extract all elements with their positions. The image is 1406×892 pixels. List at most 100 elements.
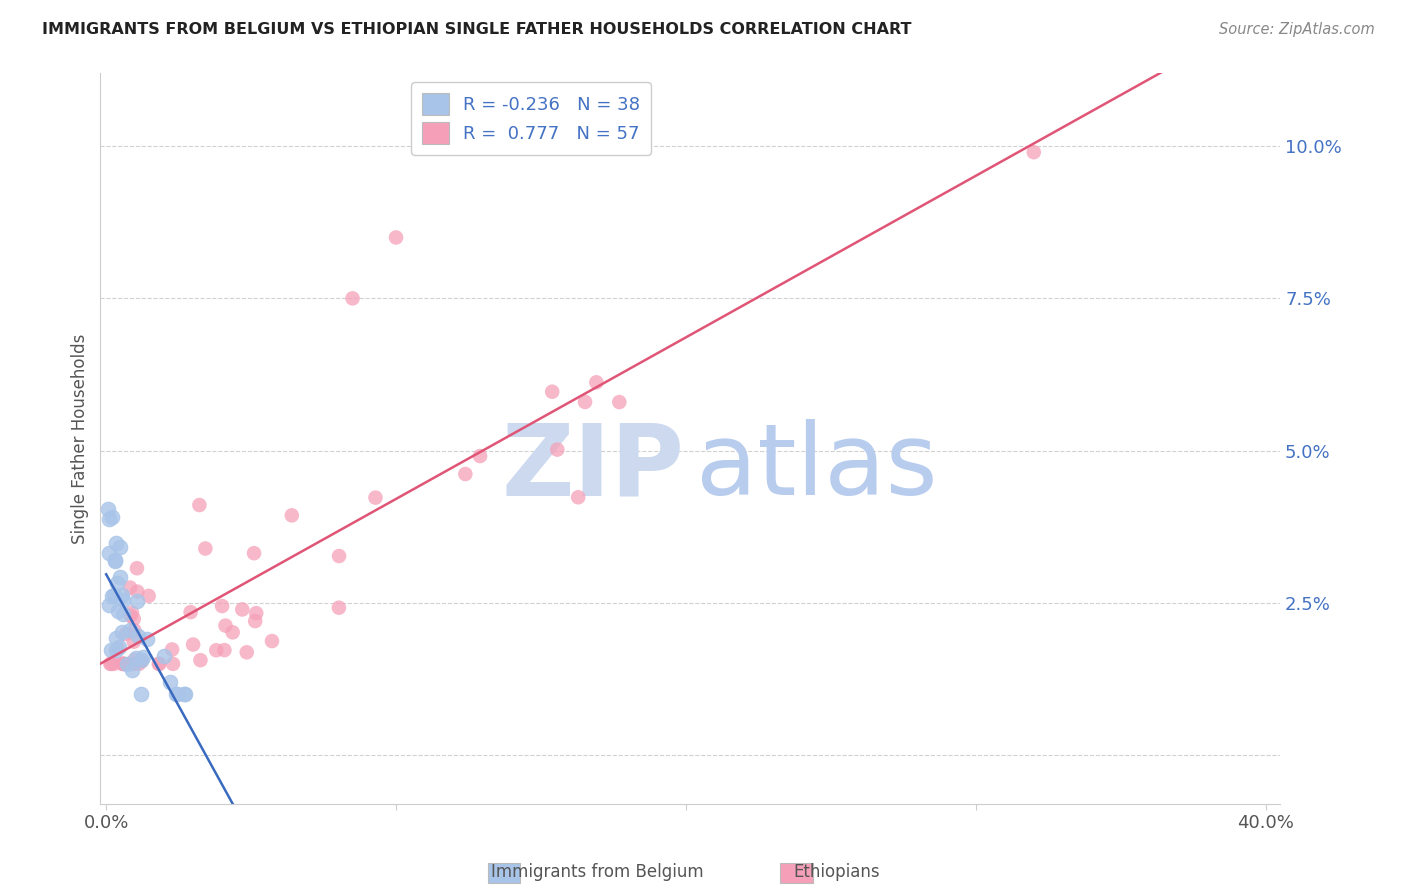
Point [124, 624, 146, 638]
Point [245, 606, 267, 620]
Point [107, 641, 129, 656]
Y-axis label: Single Father Households: Single Father Households [72, 334, 89, 543]
Point [97, 598, 120, 612]
Point [214, 618, 236, 632]
Point [236, 645, 259, 659]
Point [205, 643, 228, 657]
Point [100, 643, 122, 657]
Point [454, 467, 477, 481]
Point [121, 663, 143, 677]
Point [107, 604, 129, 618]
Point [112, 657, 135, 671]
Point [138, 589, 160, 603]
Point [231, 602, 253, 616]
Point [103, 553, 125, 567]
Point [159, 675, 181, 690]
Point [128, 657, 150, 671]
Text: ZIP: ZIP [502, 419, 685, 516]
Point [214, 643, 236, 657]
Point [112, 657, 135, 671]
Point [121, 606, 143, 620]
Point [111, 593, 134, 607]
Point [181, 638, 204, 652]
Point [118, 623, 141, 637]
Point [115, 657, 138, 671]
Point [97, 512, 120, 526]
Point [148, 657, 170, 671]
Point [108, 640, 131, 655]
Point [567, 490, 589, 504]
Point [173, 687, 195, 701]
Point [122, 612, 145, 626]
Point [105, 576, 128, 591]
Point [111, 588, 134, 602]
Point [148, 657, 170, 671]
Point [103, 588, 125, 602]
Point [162, 657, 184, 671]
Point [281, 508, 304, 523]
Point [245, 614, 267, 628]
Point [131, 654, 153, 668]
Point [125, 561, 148, 575]
Point [190, 653, 212, 667]
Point [97, 545, 120, 559]
Point [160, 642, 183, 657]
Point [111, 657, 134, 671]
Point [1022, 145, 1045, 160]
Text: Ethiopians: Ethiopians [793, 863, 880, 881]
Point [260, 634, 283, 648]
Point [165, 687, 187, 701]
Point [104, 536, 127, 550]
Point [180, 605, 202, 619]
Point [328, 600, 350, 615]
Point [166, 687, 188, 701]
Point [101, 589, 124, 603]
Point [174, 687, 197, 701]
Point [468, 449, 491, 463]
Point [129, 687, 152, 701]
Point [127, 629, 149, 643]
Point [546, 442, 568, 457]
Point [111, 625, 134, 640]
Point [104, 554, 127, 568]
Text: Source: ZipAtlas.com: Source: ZipAtlas.com [1219, 22, 1375, 37]
Point [342, 291, 364, 305]
Point [120, 608, 142, 623]
Point [118, 581, 141, 595]
Point [127, 584, 149, 599]
Point [105, 632, 128, 646]
Text: atlas: atlas [696, 419, 938, 516]
Point [574, 395, 596, 409]
Point [607, 395, 630, 409]
Point [153, 649, 176, 664]
Point [211, 599, 233, 613]
Point [243, 546, 266, 560]
Point [188, 498, 211, 512]
Point [541, 384, 564, 399]
Text: Immigrants from Belgium: Immigrants from Belgium [491, 863, 704, 881]
Point [328, 549, 350, 563]
Point [108, 570, 131, 584]
Point [98, 657, 121, 671]
Point [112, 657, 135, 671]
Point [127, 594, 149, 608]
Point [585, 376, 607, 390]
Point [124, 657, 146, 671]
Point [112, 607, 135, 622]
Point [221, 625, 243, 640]
Point [132, 649, 155, 664]
Point [100, 657, 122, 671]
Legend: R = -0.236   N = 38, R =  0.777   N = 57: R = -0.236 N = 38, R = 0.777 N = 57 [411, 82, 651, 155]
Point [97, 501, 120, 516]
Point [385, 230, 408, 244]
Point [114, 627, 136, 641]
Point [101, 510, 124, 524]
Point [125, 651, 148, 665]
Point [110, 540, 132, 554]
Point [103, 657, 125, 671]
Point [194, 541, 217, 556]
Point [104, 643, 127, 657]
Text: IMMIGRANTS FROM BELGIUM VS ETHIOPIAN SINGLE FATHER HOUSEHOLDS CORRELATION CHART: IMMIGRANTS FROM BELGIUM VS ETHIOPIAN SIN… [42, 22, 911, 37]
Point [364, 491, 387, 505]
Point [124, 653, 146, 667]
